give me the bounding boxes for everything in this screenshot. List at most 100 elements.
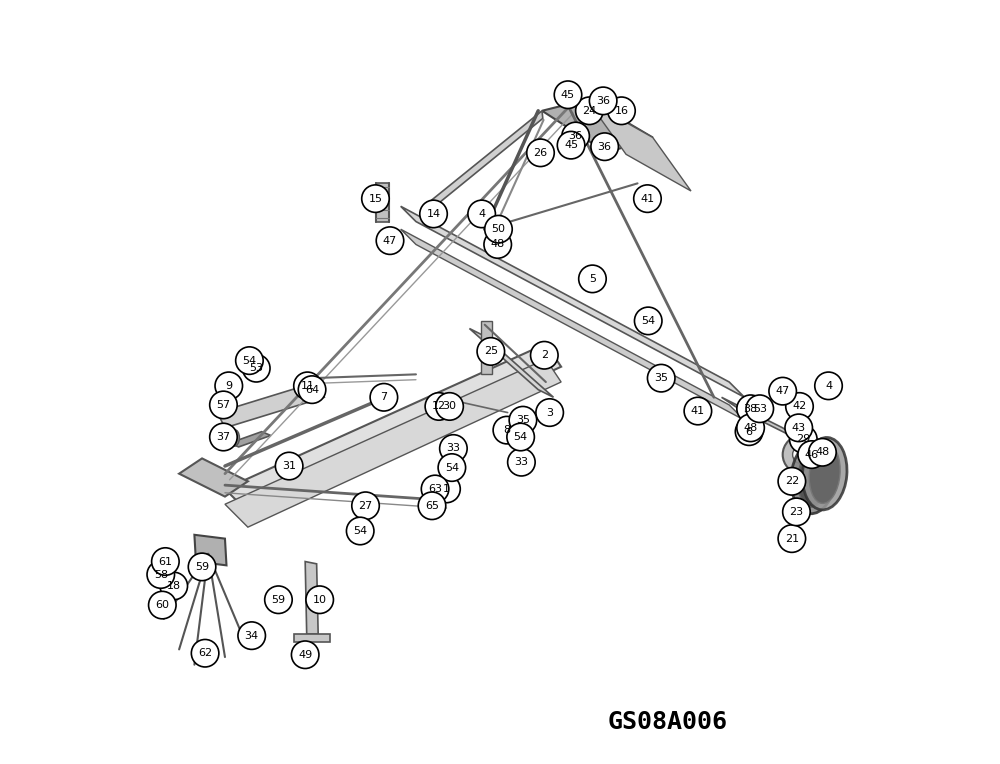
Text: 24: 24 — [582, 105, 597, 116]
Circle shape — [737, 395, 764, 422]
Circle shape — [291, 641, 319, 668]
Polygon shape — [722, 397, 806, 443]
Circle shape — [735, 418, 763, 445]
Circle shape — [589, 87, 617, 115]
Text: 59: 59 — [195, 562, 209, 572]
Circle shape — [294, 372, 321, 400]
Circle shape — [778, 525, 806, 552]
Circle shape — [210, 391, 237, 419]
Text: 26: 26 — [533, 147, 548, 158]
Polygon shape — [305, 562, 318, 634]
Text: 43: 43 — [792, 422, 806, 433]
Text: 54: 54 — [514, 432, 528, 442]
Text: 31: 31 — [282, 461, 296, 471]
Circle shape — [557, 131, 585, 159]
Text: 30: 30 — [443, 401, 457, 412]
Circle shape — [376, 227, 404, 254]
Circle shape — [493, 416, 521, 444]
Ellipse shape — [229, 429, 239, 446]
Text: 33: 33 — [446, 443, 460, 454]
Circle shape — [346, 517, 374, 545]
Text: 48: 48 — [743, 422, 758, 433]
Circle shape — [531, 342, 558, 369]
Circle shape — [786, 393, 813, 420]
Circle shape — [576, 97, 603, 125]
Text: 16: 16 — [614, 105, 628, 116]
Text: 48: 48 — [491, 239, 505, 250]
Text: 41: 41 — [691, 406, 705, 416]
Circle shape — [477, 338, 505, 365]
Ellipse shape — [809, 444, 840, 503]
Text: 37: 37 — [216, 432, 230, 442]
Text: 35: 35 — [516, 415, 530, 426]
Text: 58: 58 — [154, 569, 168, 580]
Circle shape — [433, 475, 460, 503]
Polygon shape — [217, 382, 324, 428]
Circle shape — [634, 307, 662, 335]
Text: 2: 2 — [541, 350, 548, 361]
Ellipse shape — [798, 448, 829, 507]
Text: 45: 45 — [564, 140, 578, 151]
Text: 4: 4 — [478, 209, 485, 219]
Circle shape — [793, 445, 811, 464]
Text: 35: 35 — [654, 373, 668, 384]
Ellipse shape — [802, 438, 847, 510]
Text: 10: 10 — [313, 594, 327, 605]
Text: 14: 14 — [426, 209, 441, 219]
Circle shape — [783, 435, 821, 474]
Text: 48: 48 — [815, 447, 830, 458]
Text: 54: 54 — [445, 462, 459, 473]
Circle shape — [191, 639, 219, 667]
Circle shape — [485, 215, 512, 243]
Circle shape — [468, 200, 495, 228]
Text: 5: 5 — [589, 274, 596, 284]
Text: 62: 62 — [198, 648, 212, 659]
Text: 42: 42 — [792, 401, 807, 412]
Text: 59: 59 — [271, 594, 286, 605]
Text: 15: 15 — [368, 193, 382, 204]
Circle shape — [484, 231, 511, 258]
Circle shape — [418, 492, 446, 520]
Text: 46: 46 — [805, 449, 819, 460]
Text: 49: 49 — [298, 649, 312, 660]
Text: 60: 60 — [155, 600, 169, 610]
Circle shape — [508, 448, 535, 476]
Text: 54: 54 — [242, 355, 256, 366]
Text: 33: 33 — [514, 457, 528, 468]
Polygon shape — [588, 101, 691, 191]
Text: 7: 7 — [380, 392, 387, 403]
Text: 50: 50 — [491, 224, 505, 235]
Polygon shape — [542, 99, 653, 153]
Circle shape — [306, 586, 333, 613]
Circle shape — [509, 406, 537, 434]
Circle shape — [236, 347, 263, 374]
Circle shape — [647, 364, 675, 392]
Circle shape — [152, 548, 179, 575]
Text: 18: 18 — [167, 581, 181, 591]
Circle shape — [783, 498, 810, 526]
Circle shape — [527, 139, 554, 167]
Polygon shape — [194, 535, 226, 565]
Text: 45: 45 — [561, 89, 575, 100]
Text: 23: 23 — [789, 507, 803, 517]
Circle shape — [746, 395, 774, 422]
Circle shape — [634, 185, 661, 212]
Circle shape — [370, 384, 398, 411]
Circle shape — [238, 622, 265, 649]
Circle shape — [298, 376, 326, 403]
Circle shape — [536, 399, 563, 426]
Circle shape — [798, 441, 825, 468]
Text: 54: 54 — [353, 526, 367, 536]
Circle shape — [420, 200, 447, 228]
Circle shape — [737, 414, 764, 442]
Circle shape — [562, 122, 589, 150]
Circle shape — [362, 185, 389, 212]
Circle shape — [769, 377, 796, 405]
Text: 61: 61 — [158, 556, 172, 567]
Circle shape — [809, 439, 836, 466]
Polygon shape — [401, 206, 744, 397]
Circle shape — [507, 423, 534, 451]
Circle shape — [275, 452, 303, 480]
Circle shape — [440, 435, 467, 462]
Polygon shape — [179, 458, 248, 497]
